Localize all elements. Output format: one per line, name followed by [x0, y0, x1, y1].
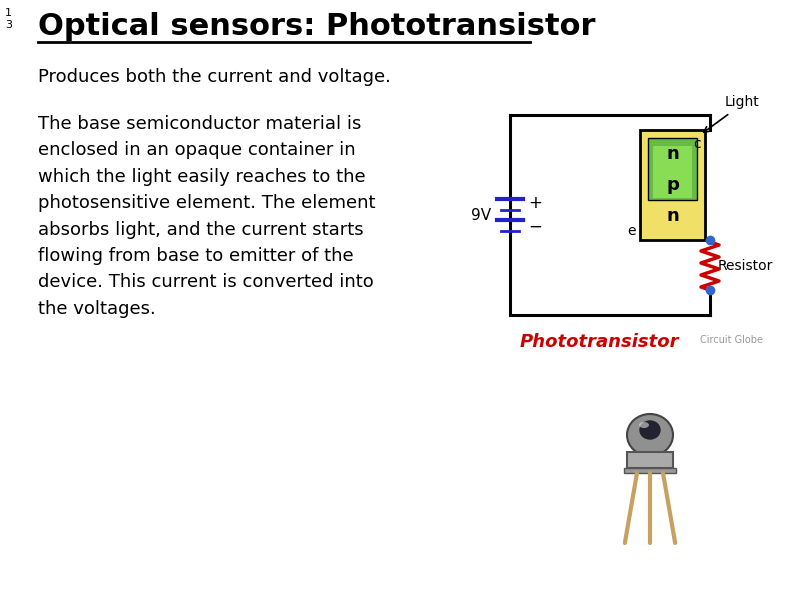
Text: n: n: [666, 145, 679, 162]
Text: n: n: [666, 207, 679, 225]
Text: The base semiconductor material is
enclosed in an opaque container in
which the : The base semiconductor material is enclo…: [38, 115, 376, 318]
Text: Circuit Globe: Circuit Globe: [700, 335, 763, 345]
Text: p: p: [666, 176, 679, 193]
Text: −: −: [528, 218, 542, 236]
Text: Phototransistor: Phototransistor: [520, 333, 680, 351]
Bar: [653, 146, 692, 198]
Text: e: e: [627, 224, 636, 238]
Text: +: +: [528, 194, 542, 212]
Text: 9V: 9V: [471, 208, 491, 223]
Text: Light: Light: [725, 95, 760, 109]
Bar: [640, 130, 705, 240]
Bar: [627, 452, 673, 468]
Text: Optical sensors: Phototransistor: Optical sensors: Phototransistor: [38, 12, 595, 41]
Text: c: c: [693, 137, 701, 151]
Ellipse shape: [640, 421, 660, 439]
Bar: [624, 468, 676, 473]
Text: 1
3: 1 3: [5, 8, 12, 30]
Text: Produces both the current and voltage.: Produces both the current and voltage.: [38, 68, 391, 86]
Ellipse shape: [627, 414, 673, 456]
Text: Resistor: Resistor: [718, 259, 773, 273]
Ellipse shape: [639, 422, 649, 428]
Bar: [648, 138, 697, 200]
